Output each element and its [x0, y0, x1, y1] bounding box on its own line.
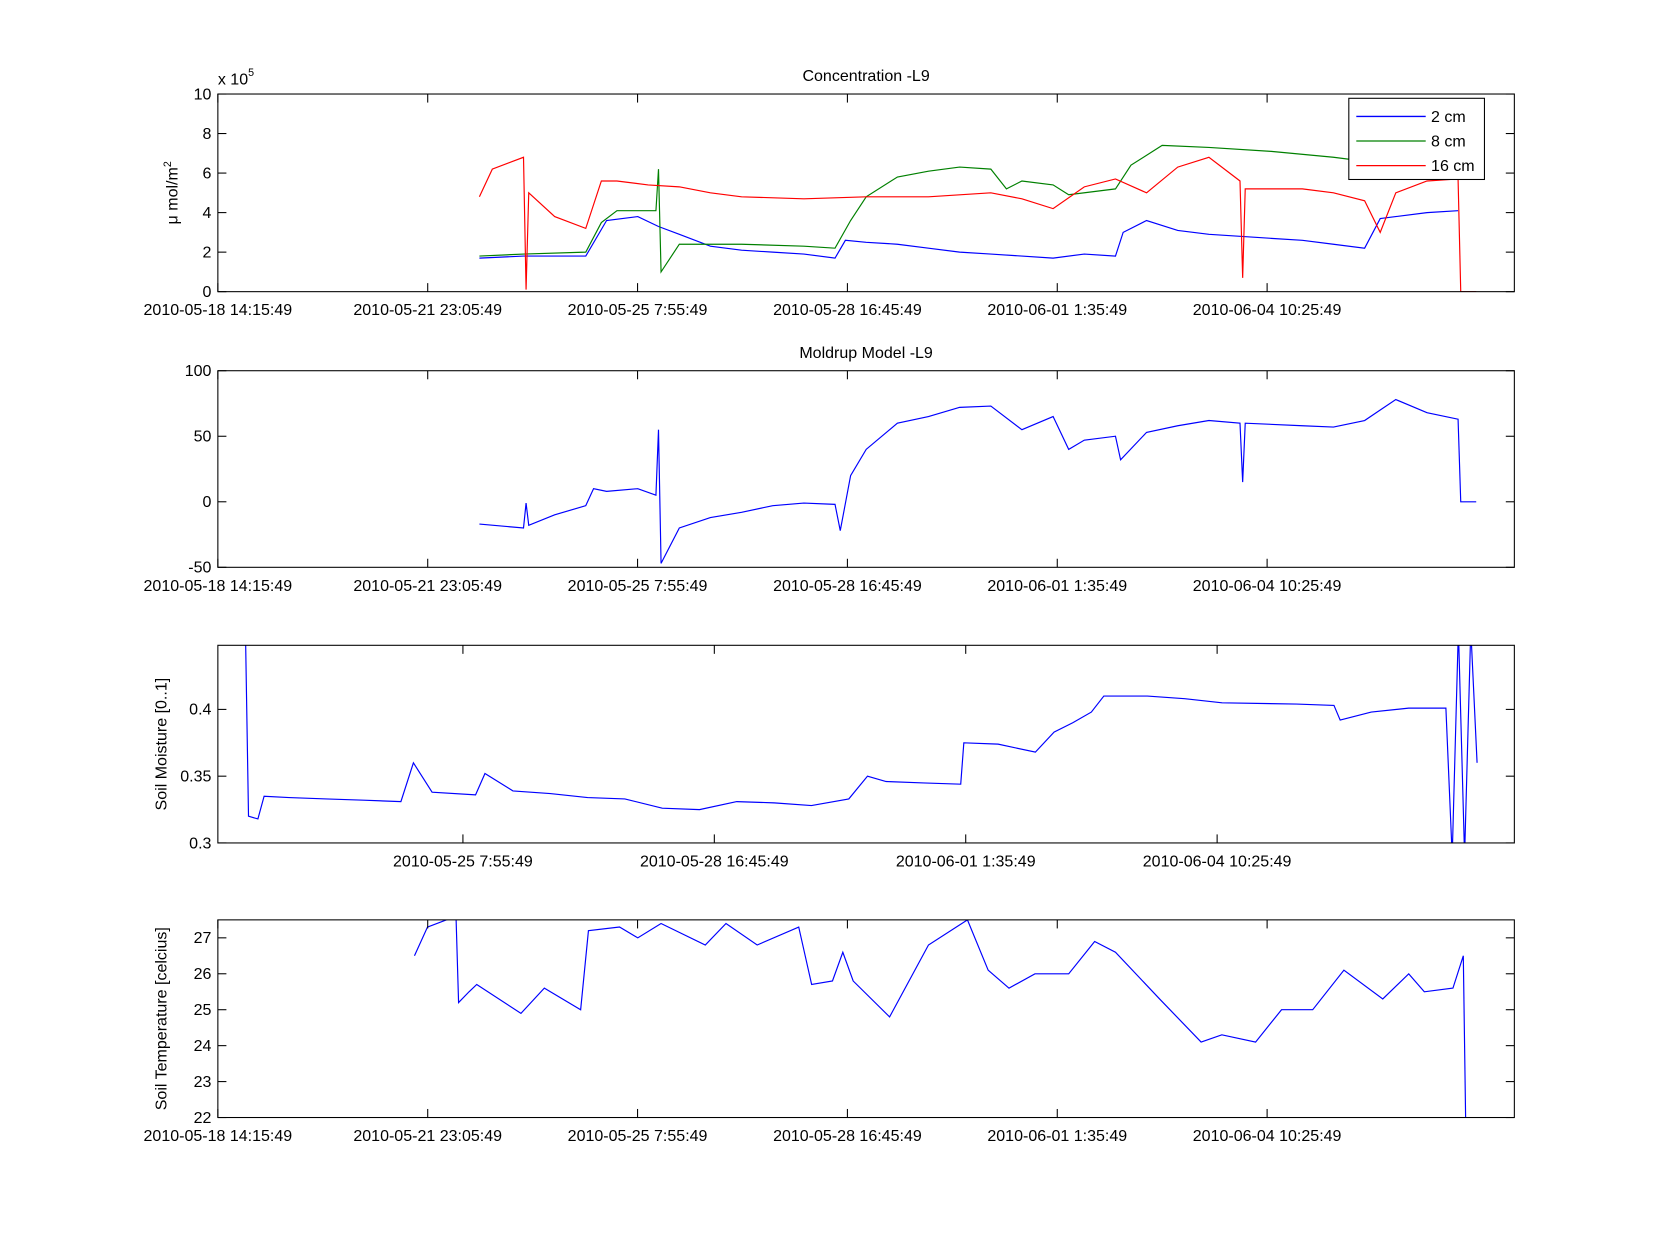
legend-label: 8 cm [1431, 132, 1466, 150]
axes-frame [217, 370, 1515, 568]
data-line [413, 919, 1467, 1118]
x-tick-label: 2010-06-01 1:35:49 [987, 1127, 1127, 1145]
y-tick-label: -50 [188, 559, 211, 577]
y-tick-label: 0 [203, 283, 212, 301]
y-axis-label: μ mol/m2 [162, 161, 181, 224]
x-tick-label: 2010-05-25 7:55:49 [568, 577, 708, 595]
data-line [479, 144, 1459, 274]
y-tick-label: 25 [194, 1001, 212, 1019]
y-axis-label: Soil Moisture [0..1] [153, 678, 171, 811]
y-tick-label: 0.3 [189, 834, 211, 852]
x-tick-label: 2010-05-25 7:55:49 [568, 1127, 708, 1145]
x-tick-label: 2010-06-04 10:25:49 [1193, 301, 1342, 319]
y-tick-label: 8 [203, 125, 212, 143]
x-tick-label: 2010-06-01 1:35:49 [987, 577, 1127, 595]
y-tick-label: 2 [203, 243, 212, 261]
x-tick-label: 2010-05-18 14:15:49 [144, 301, 293, 319]
x-tick-label: 2010-06-04 10:25:49 [1143, 852, 1292, 870]
y-tick-label: 22 [194, 1109, 212, 1127]
legend-label: 16 cm [1431, 157, 1475, 175]
x-tick-label: 2010-06-04 10:25:49 [1193, 1127, 1342, 1145]
chart-title: Concentration -L9 [802, 67, 929, 85]
x-tick-label: 2010-05-28 16:45:49 [773, 577, 922, 595]
x-tick-label: 2010-05-21 23:05:49 [353, 577, 502, 595]
x-tick-label: 2010-06-04 10:25:49 [1193, 577, 1342, 595]
y-tick-label: 0.35 [180, 768, 211, 786]
x-tick-label: 2010-05-28 16:45:49 [773, 1127, 922, 1145]
x-tick-label: 2010-05-21 23:05:49 [353, 1127, 502, 1145]
axis-multiplier: x 105 [218, 67, 254, 89]
y-axis-label-text: μ mol/m [163, 167, 181, 224]
y-tick-label: 6 [203, 164, 212, 182]
x-tick-label: 2010-05-21 23:05:49 [353, 301, 502, 319]
y-tick-label: 100 [185, 362, 212, 380]
y-axis-label: Soil Temperature [celcius] [153, 927, 171, 1110]
axes-frame [217, 919, 1515, 1119]
y-tick-label: 23 [194, 1073, 212, 1091]
data-line [479, 210, 1459, 259]
x-tick-label: 2010-05-25 7:55:49 [568, 301, 708, 319]
y-tick-label: 10 [194, 85, 212, 103]
axes-frame [217, 93, 1515, 293]
x-tick-label: 2010-05-18 14:15:49 [144, 577, 293, 595]
axes-box [217, 919, 1515, 1118]
axes-box [217, 370, 1515, 568]
y-tick-label: 0.4 [189, 701, 211, 719]
y-tick-label: 4 [203, 204, 212, 222]
x-tick-label: 2010-05-18 14:15:49 [144, 1127, 293, 1145]
y-tick-label: 50 [194, 428, 212, 446]
data-line [478, 156, 1477, 292]
legend-label: 2 cm [1431, 108, 1466, 126]
x-tick-label: 2010-06-01 1:35:49 [896, 852, 1036, 870]
axes-box [217, 645, 1515, 843]
axes-frame [217, 644, 1515, 844]
x-tick-label: 2010-05-28 16:45:49 [640, 852, 789, 870]
multiplier-text: x 10 [218, 70, 248, 88]
y-tick-label: 24 [194, 1037, 212, 1055]
y-axis-label-sup: 2 [162, 161, 174, 167]
data-line [479, 398, 1477, 564]
axes-box [217, 94, 1515, 292]
chart-title: Moldrup Model -L9 [799, 344, 933, 362]
y-tick-label: 26 [194, 965, 212, 983]
data-line [245, 645, 1478, 843]
x-tick-label: 2010-05-25 7:55:49 [393, 852, 533, 870]
y-axis-label-text: Soil Temperature [celcius] [153, 927, 171, 1110]
x-tick-label: 2010-05-28 16:45:49 [773, 301, 922, 319]
multiplier-sup: 5 [248, 67, 254, 79]
y-tick-label: 27 [194, 929, 212, 947]
y-tick-label: 0 [203, 493, 212, 511]
x-tick-label: 2010-06-01 1:35:49 [987, 301, 1127, 319]
y-axis-label-text: Soil Moisture [0..1] [153, 678, 171, 811]
